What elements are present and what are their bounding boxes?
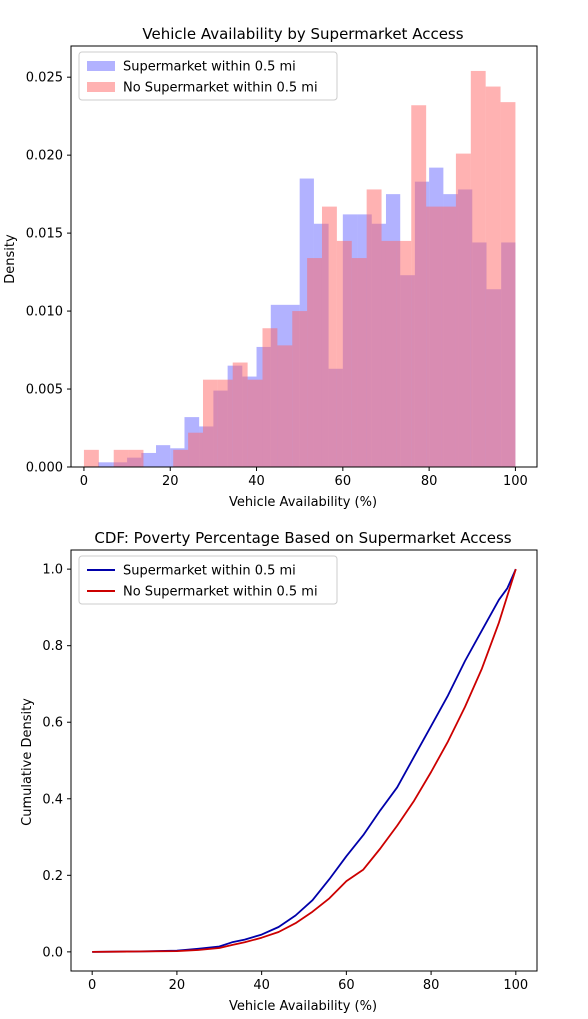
hist-bar [156,445,171,467]
y-tick-label: 0.025 [26,71,63,86]
hist-bar [381,240,397,467]
hist-ylabel: Density [3,234,18,284]
legend-entry: No Supermarket within 0.5 mi [123,81,318,96]
plot-frame [70,549,538,972]
hist-bar [83,449,99,467]
legend-entry: Supermarket within 0.5 mi [123,60,296,75]
y-tick-label: 1.0 [42,563,63,578]
x-tick-label: 60 [335,474,352,489]
cdf-plot-area: 0 20 40 60 80 100 0.0 0.2 0.4 0.6 0.8 1.0 Supermarke… [42,549,538,993]
cdf-line [92,568,517,953]
x-tick-label: 100 [503,978,528,993]
hist-bar [411,105,427,467]
y-tick-label: 0.000 [26,461,63,476]
hist-bar [98,462,113,467]
hist-bar [485,86,501,467]
histogram-chart: Vehicle Availability by Supermarket Acce… [3,25,538,510]
hist-bar [441,206,456,467]
y-tick-label: 0.005 [26,383,63,398]
hist-bar [141,452,157,467]
cdf-ylabel: Cumulative Density [20,698,35,826]
hist-bar [366,189,382,468]
y-tick-label: 0.8 [42,639,63,654]
hist-bar [202,379,218,467]
y-tick-label: 0.010 [26,305,63,320]
hist-bar [277,345,293,467]
y-tick-label: 0.6 [42,716,63,731]
hist-bar [500,102,516,467]
cdf-line [92,568,517,953]
y-tick-label: 0.015 [26,227,63,242]
x-tick-label: 40 [248,474,265,489]
hist-bar [292,311,308,467]
hist-bar [396,240,412,467]
legend-entry: Supermarket within 0.5 mi [123,564,296,579]
y-tick-label: 0.0 [42,945,63,960]
hist-bar [128,449,144,467]
x-tick-label: 0 [80,474,88,489]
x-tick-label: 20 [162,474,179,489]
cdf-xlabel: Vehicle Availability (%) [229,999,377,1014]
hist-bar [336,240,352,467]
hist-bar [455,153,471,468]
x-tick-label: 80 [423,978,440,993]
x-tick-label: 20 [169,978,186,993]
hist-bar [217,379,233,467]
hist-bar [262,328,278,467]
legend-box [78,51,338,101]
hist-bar [232,362,248,467]
x-tick-label: 80 [421,474,438,489]
legend-box [78,555,338,605]
hist-title: Vehicle Availability by Supermarket Acce… [142,25,463,43]
hist-bar [470,70,486,467]
hist-xlabel: Vehicle Availability (%) [229,495,377,510]
cdf-chart: CDF: Poverty Percentage Based on Superma… [20,529,538,1014]
hist-bar [351,258,367,467]
hist-bar [426,206,442,467]
hist-bar [307,258,322,467]
hist-bar [113,449,129,467]
hist-bar [173,449,189,467]
x-tick-label: 100 [503,474,528,489]
y-tick-label: 0.2 [42,869,63,884]
legend-swatch [87,61,115,71]
x-tick-label: 60 [338,978,355,993]
hist-plot-area: 0 20 40 60 80 100 0.000 0.005 0.010 0.015 0.020 0.0… [26,45,538,489]
x-tick-label: 40 [253,978,270,993]
hist-bar [321,206,337,467]
legend-swatch [87,82,115,92]
hist-bar [188,432,203,467]
cdf-title: CDF: Poverty Percentage Based on Superma… [94,529,511,547]
legend-entry: No Supermarket within 0.5 mi [123,585,318,600]
y-tick-label: 0.020 [26,149,63,164]
x-tick-label: 0 [88,978,96,993]
plot-frame [70,45,538,468]
hist-bar [247,379,263,467]
y-tick-label: 0.4 [42,792,63,807]
